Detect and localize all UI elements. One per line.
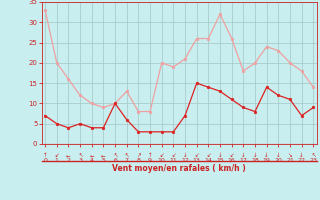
- Text: ↙: ↙: [159, 153, 164, 158]
- Text: ↗: ↗: [136, 153, 141, 158]
- Text: ↑: ↑: [148, 153, 152, 158]
- Text: ↘: ↘: [288, 153, 292, 158]
- Text: ↓: ↓: [276, 153, 281, 158]
- X-axis label: Vent moyen/en rafales ( km/h ): Vent moyen/en rafales ( km/h ): [112, 164, 246, 173]
- Text: ←: ←: [101, 153, 106, 158]
- Text: ↓: ↓: [264, 153, 269, 158]
- Text: ↖: ↖: [311, 153, 316, 158]
- Text: ↖: ↖: [78, 153, 82, 158]
- Text: ↓: ↓: [253, 153, 257, 158]
- Text: ↙: ↙: [229, 153, 234, 158]
- Text: ←: ←: [66, 153, 71, 158]
- Text: ↓: ↓: [183, 153, 187, 158]
- Text: ↙: ↙: [171, 153, 176, 158]
- Text: ↓: ↓: [218, 153, 222, 158]
- Text: ↙: ↙: [54, 153, 59, 158]
- Text: ↙: ↙: [206, 153, 211, 158]
- Text: ↖: ↖: [124, 153, 129, 158]
- Text: ↓: ↓: [241, 153, 246, 158]
- Text: ↑: ↑: [43, 153, 47, 158]
- Text: ↓: ↓: [299, 153, 304, 158]
- Text: ↖: ↖: [113, 153, 117, 158]
- Text: ←: ←: [89, 153, 94, 158]
- Text: ↙: ↙: [194, 153, 199, 158]
